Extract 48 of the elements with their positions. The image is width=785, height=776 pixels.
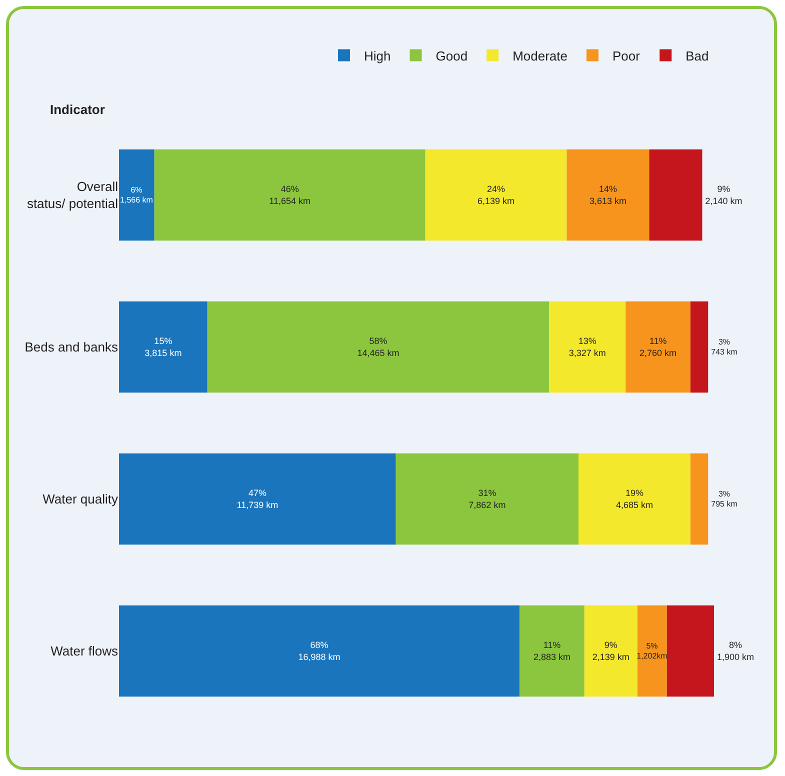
bar [119,453,396,545]
data-label: 5% 1,202km [636,641,668,661]
data-label: 46% 11,654 km [269,184,311,206]
bar [626,301,690,393]
data-label: 68% 16,988 km [298,640,340,662]
legend-label: High [364,48,391,64]
data-label: 8% 1,900 km [717,640,754,662]
legend-label: Good [436,48,468,64]
bar [119,605,520,697]
bar [207,301,550,393]
data-label: 31% 7,862 km [468,488,506,510]
legend-label: Bad [686,48,709,64]
data-label: 13% 3,327 km [568,336,606,358]
data-label: 3% 743 km [711,337,738,357]
data-label: 9% 2,139 km [592,640,630,662]
y-axis-title: Indicator [50,102,105,117]
bar [119,149,154,241]
bar [584,605,638,697]
data-label: 24% 6,139 km [478,184,515,206]
legend-label: Poor [612,48,641,64]
legend-label: Moderate [512,48,568,64]
data-label: 9% 2,140 km [705,184,742,206]
data-label: 15% 3,815 km [144,336,182,358]
bar [649,149,702,241]
bar [637,605,667,697]
bar [520,605,584,697]
y-tick-label: Water quality [42,492,118,507]
bar [578,453,690,545]
y-tick-label: Water flows [50,644,118,659]
bar [690,453,708,545]
bar [425,149,567,241]
y-tick-label: Beds and banks [24,340,118,355]
bar [119,301,208,393]
data-label: 3% 795 km [711,489,738,509]
data-label: 19% 4,685 km [616,488,653,510]
bar [690,301,708,393]
data-label: 11% 2,883 km [533,640,571,662]
data-label: 14% 3,613 km [589,184,626,206]
bar [549,301,626,393]
data-label: 6% 1,566 km [120,185,154,205]
bar [566,149,650,241]
data-label: 11% 2,760 km [640,336,677,358]
bar [666,605,714,697]
data-label: 58% 14,465 km [357,336,400,358]
bar [154,149,426,241]
bar [396,453,578,545]
y-tick-label: Overall status/ potential [26,179,118,211]
data-label: 47% 11,739 km [236,488,278,510]
